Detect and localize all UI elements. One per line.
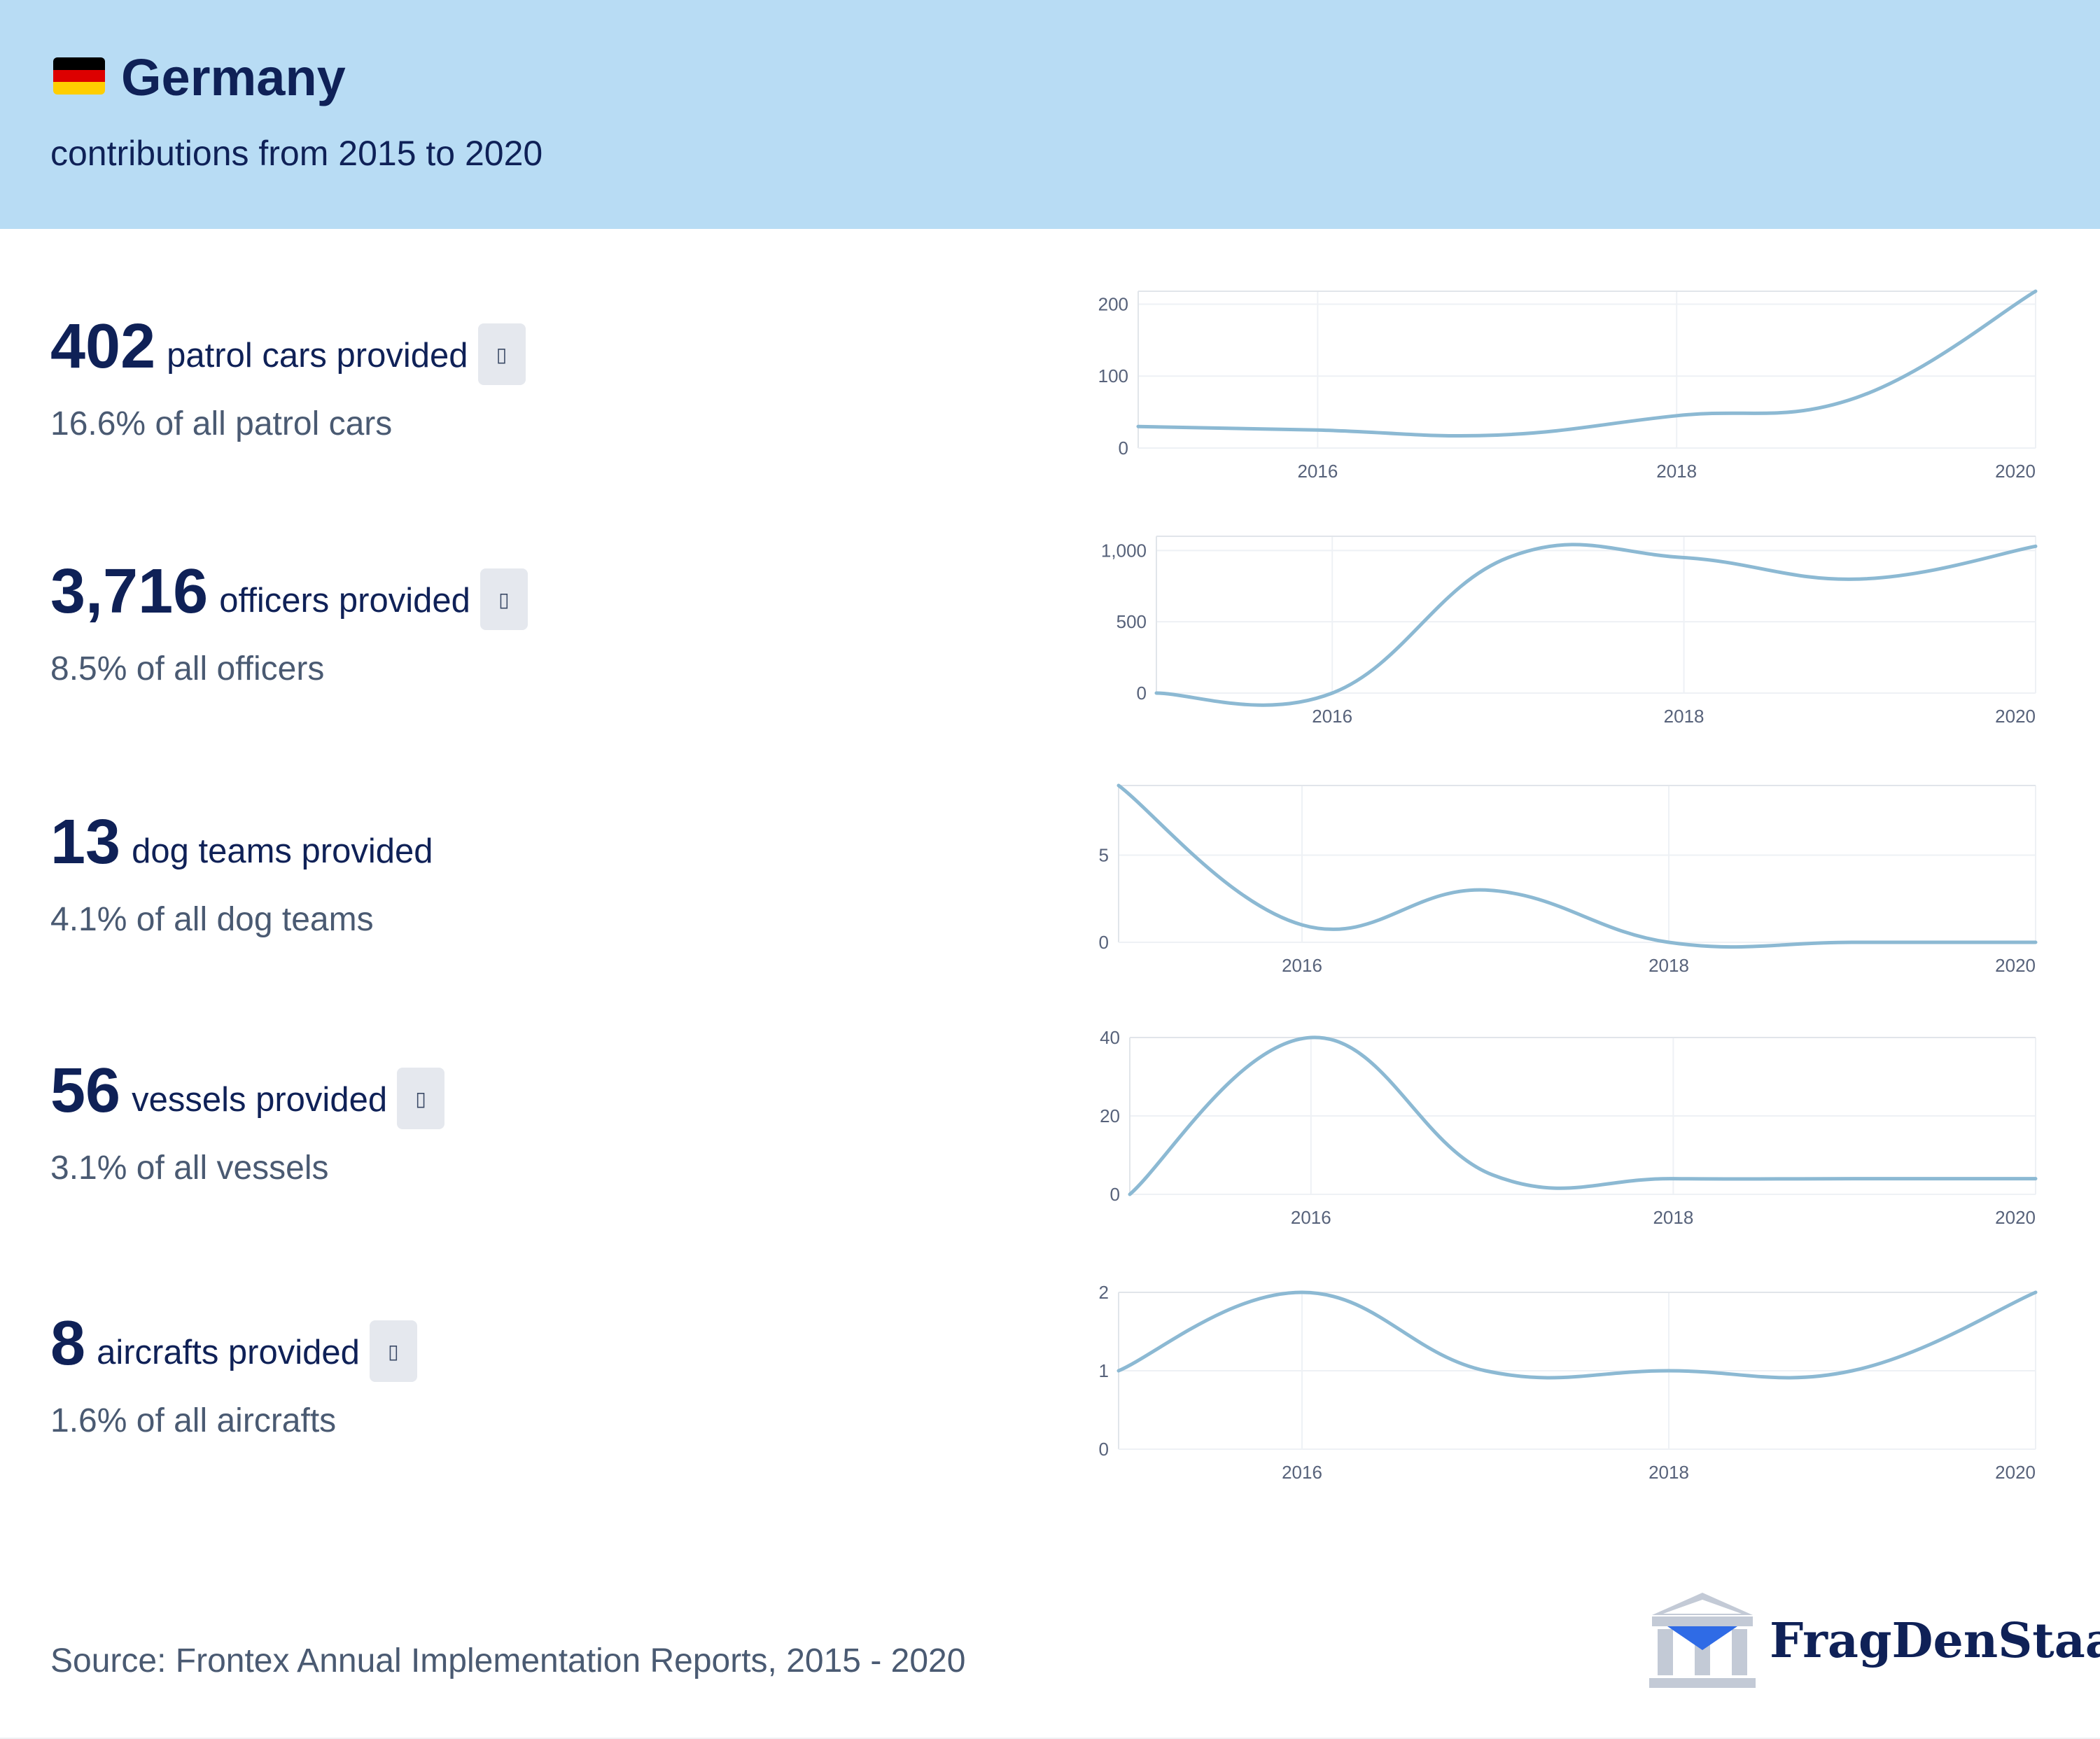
fragdenstaat-logo[interactable]: FragDenStaat (1646, 1593, 2100, 1691)
header: Germany contributions from 2015 to 2020 (0, 0, 2100, 229)
info-button[interactable]: ▯ (369, 1320, 417, 1382)
info-icon: ▯ (388, 1340, 399, 1362)
x-tick-label: 2020 (1995, 461, 2036, 482)
source-note: Source: Frontex Annual Implementation Re… (50, 1642, 966, 1679)
page-title: Germany (121, 48, 346, 106)
y-tick-label: 500 (1116, 611, 1147, 632)
metric-row: 56 vessels provided ▯ 3.1% of all vessels (50, 1052, 1030, 1187)
series-line (1116, 1290, 2038, 1380)
brand-name: FragDenStaat (1770, 1613, 2100, 1669)
metric-label: patrol cars provided (167, 337, 468, 375)
x-tick-label: 2018 (1656, 461, 1697, 482)
metric-value: 13 (50, 807, 121, 877)
y-tick-label: 200 (1098, 293, 1128, 314)
y-tick-label: 1 (1099, 1360, 1109, 1381)
metric-headline: 56 vessels provided ▯ (50, 1052, 1030, 1129)
metric-row: 3,716 officers provided ▯ 8.5% of all offic… (50, 553, 1030, 687)
metric-share: 3.1% of all vessels (50, 1150, 329, 1187)
info-icon: ▯ (496, 343, 507, 365)
info-icon: ▯ (415, 1087, 426, 1110)
x-tick-label: 2020 (1995, 1462, 2036, 1483)
series-line (1128, 1035, 2038, 1196)
metric-share: 1.6% of all aircrafts (50, 1402, 337, 1439)
metric-headline: 13 dog teams provided (50, 804, 1030, 881)
metric-value: 8 (50, 1308, 86, 1378)
x-tick-label: 2016 (1291, 1207, 1331, 1228)
metric-share: 16.6% of all patrol cars (50, 405, 393, 442)
metric-value: 402 (50, 312, 156, 382)
metric-headline: 402 patrol cars provided ▯ (50, 308, 1030, 385)
flag-stripe-red (53, 69, 105, 83)
metric-value: 56 (50, 1056, 121, 1126)
flag-stripe-black (53, 57, 105, 70)
y-tick-label: 5 (1099, 845, 1109, 866)
x-tick-label: 2020 (1995, 706, 2036, 727)
x-tick-label: 2018 (1664, 706, 1704, 727)
metric-headline: 8 aircrafts provided ▯ (50, 1305, 1030, 1382)
x-tick-label: 2018 (1648, 955, 1689, 976)
info-button[interactable]: ▯ (397, 1068, 445, 1129)
info-button[interactable]: ▯ (479, 568, 528, 630)
x-tick-label: 2018 (1653, 1207, 1693, 1228)
y-tick-label: 0 (1099, 1439, 1109, 1460)
series-line (1136, 289, 2038, 438)
info-icon: ▯ (498, 588, 510, 610)
building-envelope-logo-icon (1649, 1593, 1756, 1688)
y-tick-label: 1,000 (1101, 540, 1147, 561)
germany-flag-icon (53, 57, 105, 95)
x-tick-label: 2020 (1995, 955, 2036, 976)
y-tick-label: 0 (1137, 683, 1147, 704)
metric-headline: 3,716 officers provided ▯ (50, 553, 1030, 630)
bottom-divider (0, 1738, 2100, 1739)
x-tick-label: 2020 (1995, 1207, 2036, 1228)
metric-row: 402 patrol cars provided ▯ 16.6% of all pat… (50, 308, 1030, 442)
metric-share: 4.1% of all dog teams (50, 901, 374, 938)
x-tick-label: 2016 (1312, 706, 1352, 727)
x-tick-label: 2016 (1282, 955, 1322, 976)
metric-row: 13 dog teams provided 4.1% of all dog team… (50, 804, 1030, 938)
x-tick-label: 2018 (1648, 1462, 1689, 1483)
flag-stripe-gold (53, 82, 105, 95)
y-tick-label: 20 (1100, 1105, 1120, 1126)
metric-label: dog teams provided (132, 832, 433, 870)
y-tick-label: 0 (1119, 438, 1128, 459)
metric-share: 8.5% of all officers (50, 650, 325, 687)
y-tick-label: 0 (1099, 932, 1109, 953)
y-tick-label: 2 (1099, 1282, 1109, 1303)
series-line (1154, 543, 2038, 707)
series-line (1116, 783, 2038, 949)
x-tick-label: 2016 (1297, 461, 1338, 482)
y-tick-label: 40 (1100, 1027, 1120, 1048)
y-tick-label: 0 (1110, 1184, 1120, 1205)
y-tick-label: 100 (1098, 365, 1128, 386)
metric-label: vessels provided (132, 1081, 388, 1119)
page-subtitle: contributions from 2015 to 2020 (50, 134, 543, 173)
info-button[interactable]: ▯ (477, 323, 526, 385)
metric-row: 8 aircrafts provided ▯ 1.6% of all aircraft… (50, 1305, 1030, 1439)
metric-label: officers provided (219, 582, 470, 620)
metric-value: 3,716 (50, 557, 209, 627)
x-tick-label: 2016 (1282, 1462, 1322, 1483)
metric-label: aircrafts provided (97, 1334, 360, 1371)
